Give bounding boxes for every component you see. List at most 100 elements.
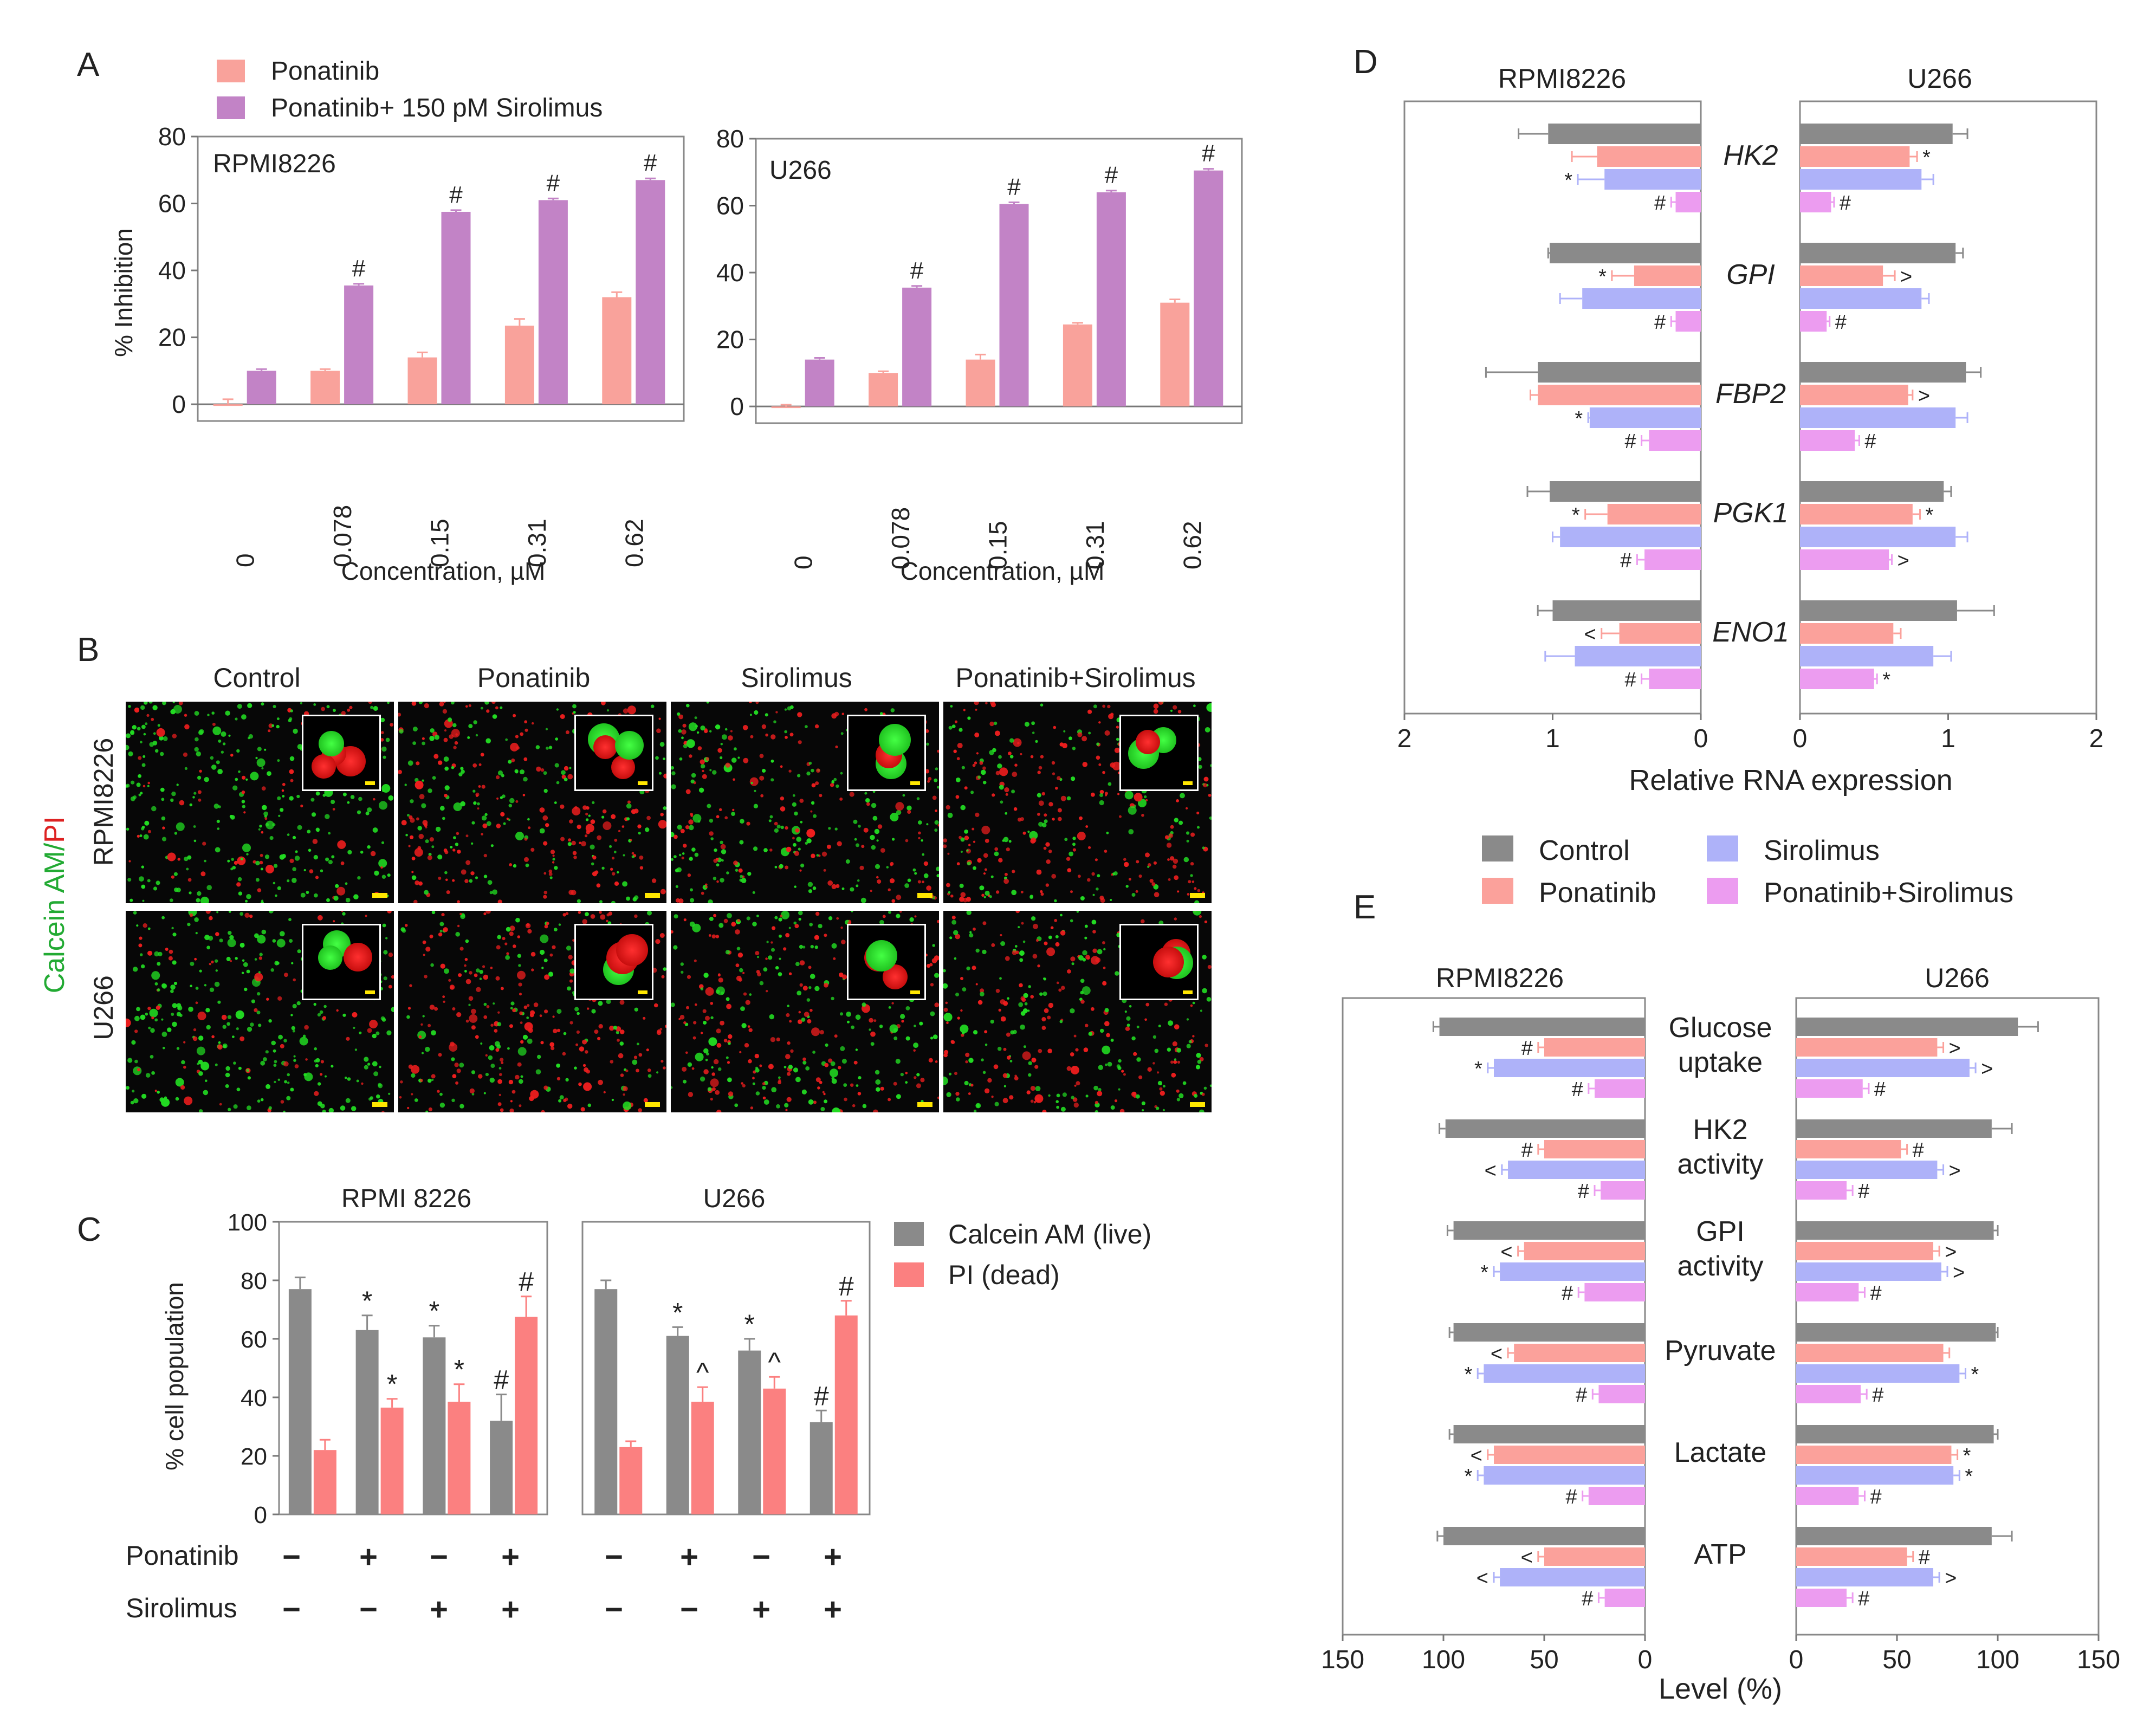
live-cell — [1019, 950, 1025, 956]
live-cell — [131, 1040, 136, 1045]
bar — [1096, 192, 1126, 407]
a-ylabel: % Inhibition — [109, 228, 138, 357]
dead-cell — [1031, 1058, 1037, 1063]
dead-cell — [1088, 846, 1091, 849]
dead-cell — [656, 1030, 662, 1035]
dead-cell — [483, 912, 487, 916]
live-cell — [914, 1025, 916, 1027]
bar — [1453, 1221, 1645, 1240]
dead-cell — [147, 1006, 151, 1010]
live-cell — [919, 1021, 923, 1026]
dead-cell — [623, 1093, 625, 1096]
dead-cell — [937, 749, 939, 753]
live-cell — [268, 1019, 272, 1023]
live-cell — [489, 1077, 495, 1083]
dead-cell — [785, 826, 788, 830]
dead-cell — [481, 833, 483, 835]
live-cell — [385, 937, 388, 940]
live-cell — [161, 1018, 164, 1021]
dead-cell — [1091, 956, 1099, 965]
live-cell — [726, 1056, 729, 1059]
panel-label-c: C — [77, 1211, 101, 1248]
dead-cell — [1038, 1048, 1042, 1053]
live-cell — [277, 796, 281, 800]
live-cell — [141, 884, 146, 889]
dead-cell — [955, 934, 961, 940]
dead-cell — [780, 915, 783, 918]
bar — [763, 1388, 786, 1514]
dead-cell — [1107, 704, 1111, 709]
dead-cell — [578, 911, 581, 914]
dead-cell — [515, 800, 519, 803]
dead-cell — [562, 1052, 566, 1056]
dead-cell — [723, 918, 728, 923]
c-row-label-ponatinib: Ponatinib — [126, 1540, 239, 1571]
inset-cell — [614, 730, 644, 760]
live-cell — [139, 834, 143, 837]
dead-cell — [471, 1008, 476, 1014]
live-cell — [626, 896, 630, 901]
dead-cell — [481, 785, 485, 789]
live-cell — [328, 860, 333, 865]
dead-cell — [659, 933, 665, 938]
dead-cell — [597, 835, 602, 840]
live-cell — [322, 794, 326, 797]
live-cell — [141, 724, 146, 729]
dead-cell — [1112, 761, 1121, 770]
bar — [1800, 481, 1944, 502]
y-tick-label: 0 — [172, 390, 186, 418]
live-cell — [195, 987, 199, 990]
live-cell — [382, 923, 386, 928]
live-cell — [240, 857, 243, 860]
live-cell — [134, 1015, 140, 1021]
live-cell — [774, 828, 779, 833]
dead-cell — [685, 825, 690, 830]
live-cell — [1124, 791, 1134, 800]
cell-field — [399, 911, 666, 1112]
live-cell — [802, 945, 806, 949]
bar — [1796, 1589, 1847, 1607]
dead-cell — [572, 807, 581, 815]
ponatinib-sign: − — [752, 1539, 770, 1575]
dead-cell — [1191, 880, 1195, 883]
dead-cell — [522, 794, 526, 796]
live-cell — [489, 891, 493, 895]
live-cell — [193, 839, 197, 843]
live-cell — [221, 750, 224, 754]
dead-cell — [411, 1065, 420, 1074]
dead-cell — [548, 872, 553, 876]
c-row-label-sirolimus: Sirolimus — [126, 1593, 237, 1623]
dead-cell — [1116, 726, 1119, 729]
bar — [1796, 1385, 1861, 1403]
live-cell — [749, 714, 752, 716]
dead-cell — [681, 856, 684, 860]
dead-cell — [755, 951, 760, 956]
live-cell — [818, 924, 823, 929]
live-cell — [1102, 1045, 1111, 1054]
a-left-xlabel: Concentration, µM — [341, 557, 546, 585]
live-cell — [276, 938, 286, 948]
dead-cell — [1037, 964, 1040, 968]
live-cell — [587, 1103, 592, 1107]
live-cell — [279, 931, 285, 937]
live-cell — [671, 1086, 673, 1089]
live-cell — [1055, 935, 1059, 938]
b-col-control: Control — [213, 663, 300, 693]
live-cell — [626, 803, 632, 809]
live-cell — [411, 1073, 416, 1078]
live-cell — [170, 984, 176, 990]
a-right-plot-frame — [755, 138, 1243, 424]
live-cell — [973, 866, 976, 870]
live-cell — [645, 827, 650, 832]
dead-cell — [1153, 703, 1159, 709]
category-label: HK2 — [1693, 1114, 1747, 1145]
live-cell — [170, 798, 174, 802]
significance-mark: # — [1576, 1384, 1587, 1407]
dead-cell — [563, 1098, 567, 1103]
live-cell — [541, 967, 544, 969]
dead-cell — [509, 1108, 514, 1112]
dead-cell — [564, 766, 569, 771]
live-cell — [1209, 1084, 1212, 1087]
live-cell — [601, 815, 605, 819]
dead-cell — [914, 1076, 917, 1079]
